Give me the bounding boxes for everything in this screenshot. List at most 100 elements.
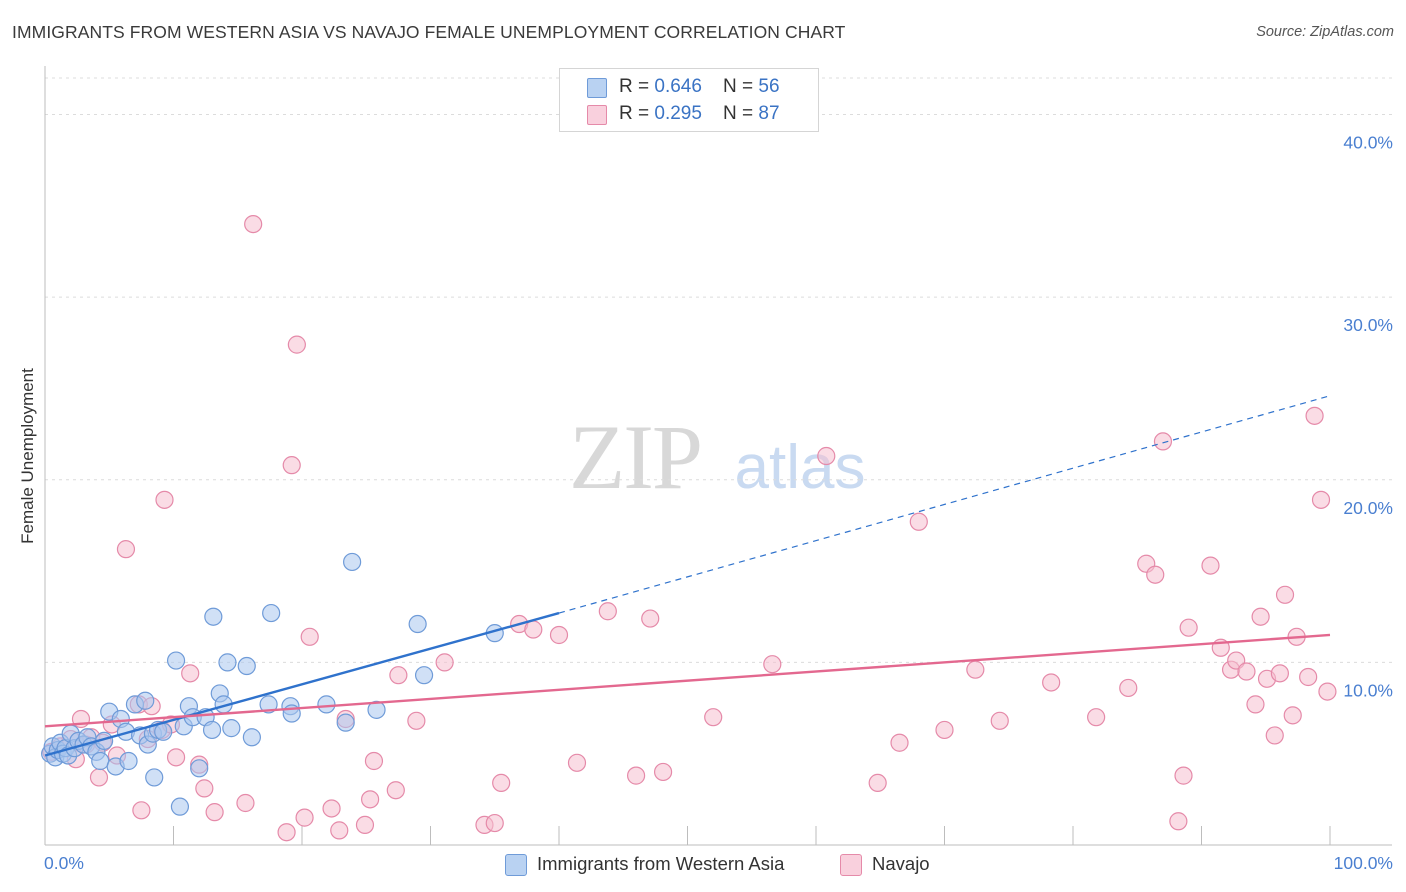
navajo-point <box>355 815 375 835</box>
bottom-legend-label: Navajo <box>872 853 930 874</box>
western-asia-point <box>190 759 209 778</box>
navajo-point <box>1174 766 1193 785</box>
bottom-legend-swatch-pink <box>840 854 862 876</box>
navajo-point <box>181 664 200 683</box>
navajo-point <box>1299 667 1318 687</box>
navajo-point <box>330 821 349 840</box>
western-asia-point <box>218 653 237 672</box>
navajo-point <box>1305 406 1324 425</box>
legend-swatch-pink <box>587 105 607 125</box>
western-asia-point <box>408 614 427 634</box>
western-asia-point <box>222 719 241 738</box>
western-asia-point <box>259 695 278 714</box>
navajo-point <box>1169 812 1188 831</box>
legend-r-label: R = <box>619 103 655 124</box>
navajo-point <box>287 335 306 354</box>
navajo-point <box>1087 708 1106 727</box>
legend-n-label: N = <box>723 76 759 97</box>
navajo-point <box>295 808 314 827</box>
navajo-point <box>1251 607 1270 626</box>
navajo-point <box>549 625 569 645</box>
navajo-point <box>492 773 511 793</box>
navajo-point <box>166 748 186 767</box>
navajo-point <box>1283 706 1302 725</box>
y-tick-label: 40.0% <box>1343 133 1393 153</box>
y-tick-label: 10.0% <box>1343 680 1393 700</box>
navajo-point <box>909 512 928 531</box>
watermark-atlas: atlas <box>735 433 866 502</box>
bottom-legend-label: Immigrants from Western Asia <box>537 853 785 874</box>
navajo-point <box>282 456 301 475</box>
navajo-point <box>1318 682 1337 701</box>
navajo-point <box>1265 726 1284 745</box>
navajo-point <box>524 620 543 639</box>
navajo-point <box>626 766 646 785</box>
navajo-point <box>966 660 985 679</box>
navajo-point <box>1153 432 1173 451</box>
legend-r-value: 0.295 <box>654 103 702 124</box>
western-asia-point <box>414 666 434 685</box>
western-asia-trendline-extension <box>558 395 1331 614</box>
western-asia-point <box>136 691 155 710</box>
navajo-point <box>1042 673 1061 692</box>
navajo-point <box>132 801 151 820</box>
western-asia-point <box>367 700 386 719</box>
y-tick-label: 20.0% <box>1343 498 1393 518</box>
chart-title: IMMIGRANTS FROM WESTERN ASIA VS NAVAJO F… <box>12 22 846 42</box>
navajo-point <box>364 751 384 771</box>
western-asia-point <box>154 722 173 741</box>
western-asia-point <box>166 651 186 670</box>
x-tick-label: 0.0% <box>44 853 84 873</box>
navajo-point <box>386 781 405 800</box>
navajo-point <box>1146 565 1165 584</box>
navajo-point <box>322 799 341 818</box>
navajo-point <box>890 733 909 752</box>
navajo-point <box>1119 678 1138 698</box>
watermark-zip: ZIP <box>569 406 701 508</box>
navajo-point <box>1246 695 1265 714</box>
correlation-legend: R = 0.646 N = 56 R = 0.295 N = 87 <box>559 68 819 132</box>
navajo-point <box>277 823 296 842</box>
navajo-point <box>868 773 887 793</box>
navajo-point <box>704 708 723 727</box>
western-asia-point <box>336 713 355 732</box>
source-label: Source: ZipAtlas.com <box>1256 24 1394 40</box>
western-asia-point <box>262 603 281 623</box>
navajo-point <box>205 803 224 822</box>
navajo-point <box>1179 618 1198 637</box>
legend-n-value: 87 <box>758 103 780 124</box>
western-asia-point <box>91 751 110 771</box>
legend-n-value: 56 <box>758 76 780 97</box>
navajo-point <box>1237 662 1256 681</box>
navajo-point <box>990 711 1009 730</box>
western-asia-point <box>145 768 164 787</box>
navajo-point <box>763 655 782 674</box>
navajo-point <box>236 793 255 813</box>
legend-swatch-blue <box>587 78 607 98</box>
western-asia-point <box>343 552 362 572</box>
x-tick-label: 100.0% <box>1334 853 1393 873</box>
western-asia-point <box>317 695 336 714</box>
navajo-point <box>361 790 380 809</box>
navajo-point <box>1311 490 1331 509</box>
legend-r-value: 0.646 <box>654 76 702 97</box>
y-axis-label: Female Unemployment <box>18 368 37 544</box>
legend-r-label: R = <box>619 76 655 97</box>
navajo-point <box>89 768 109 787</box>
navajo-point <box>195 779 214 798</box>
western-asia-point <box>242 728 261 747</box>
navajo-point <box>1201 556 1220 575</box>
navajo-point <box>300 627 319 646</box>
navajo-point <box>407 711 426 730</box>
navajo-point <box>817 446 836 466</box>
legend-n-label: N = <box>723 103 759 124</box>
western-asia-point <box>119 751 138 771</box>
navajo-point <box>641 609 660 628</box>
navajo-point <box>1275 585 1295 604</box>
western-asia-point <box>170 797 190 816</box>
western-asia-point <box>204 607 223 626</box>
navajo-point <box>567 753 587 772</box>
western-asia-point <box>202 720 222 740</box>
navajo-point <box>485 813 504 833</box>
